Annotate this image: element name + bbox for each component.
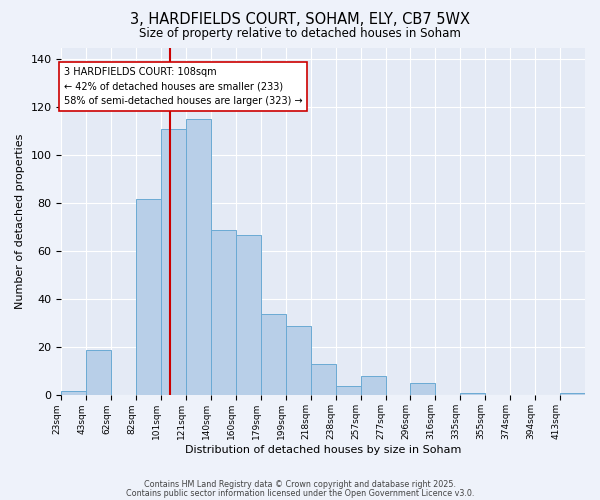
- Bar: [261, 314, 286, 396]
- Bar: [161, 129, 186, 396]
- Y-axis label: Number of detached properties: Number of detached properties: [15, 134, 25, 309]
- Text: Size of property relative to detached houses in Soham: Size of property relative to detached ho…: [139, 28, 461, 40]
- Text: Contains public sector information licensed under the Open Government Licence v3: Contains public sector information licen…: [126, 488, 474, 498]
- Bar: [186, 120, 211, 396]
- Bar: [410, 384, 436, 396]
- Text: 3, HARDFIELDS COURT, SOHAM, ELY, CB7 5WX: 3, HARDFIELDS COURT, SOHAM, ELY, CB7 5WX: [130, 12, 470, 28]
- Bar: [335, 386, 361, 396]
- Bar: [286, 326, 311, 396]
- X-axis label: Distribution of detached houses by size in Soham: Distribution of detached houses by size …: [185, 445, 461, 455]
- Bar: [86, 350, 111, 396]
- Bar: [236, 234, 261, 396]
- Bar: [211, 230, 236, 396]
- Bar: [136, 198, 161, 396]
- Bar: [361, 376, 386, 396]
- Bar: [560, 393, 585, 396]
- Bar: [61, 390, 86, 396]
- Text: 3 HARDFIELDS COURT: 108sqm
← 42% of detached houses are smaller (233)
58% of sem: 3 HARDFIELDS COURT: 108sqm ← 42% of deta…: [64, 66, 302, 106]
- Bar: [460, 393, 485, 396]
- Text: Contains HM Land Registry data © Crown copyright and database right 2025.: Contains HM Land Registry data © Crown c…: [144, 480, 456, 489]
- Bar: [311, 364, 335, 396]
